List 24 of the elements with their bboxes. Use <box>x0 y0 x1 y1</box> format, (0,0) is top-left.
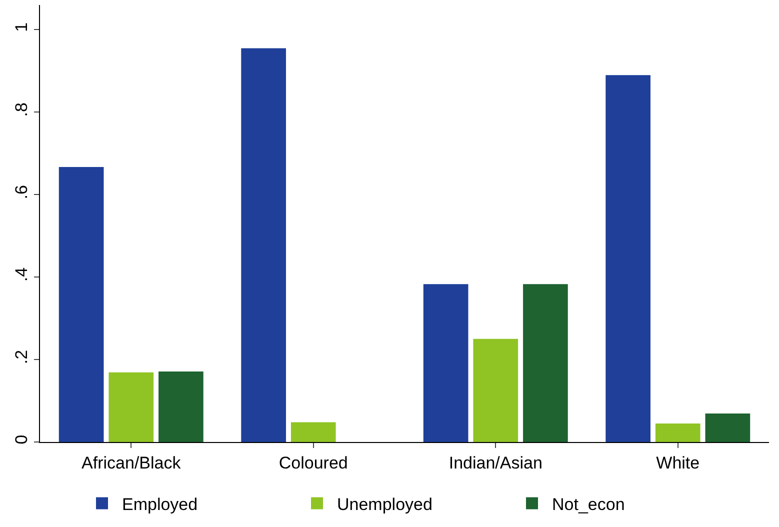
y-tick-label: .6 <box>12 184 32 200</box>
bar <box>423 284 468 442</box>
bar <box>655 423 700 442</box>
x-tick-label: Indian/Asian <box>448 453 542 472</box>
y-tick-label: .4 <box>12 267 32 282</box>
y-tick-label: 0 <box>12 434 32 444</box>
bar <box>705 414 750 442</box>
bar <box>606 75 650 442</box>
x-tick-label: White <box>656 453 700 472</box>
legend-label: Not_econ <box>552 494 625 514</box>
bar <box>108 372 154 442</box>
bar <box>290 422 336 442</box>
y-tick-label: .2 <box>12 350 32 364</box>
bar <box>473 338 518 442</box>
legend-label: Employed <box>122 494 198 514</box>
y-tick-label: .8 <box>12 102 32 117</box>
x-tick-label: Coloured <box>278 453 348 472</box>
bar <box>241 48 286 442</box>
y-tick-label: 1 <box>12 22 32 32</box>
bar <box>158 372 204 442</box>
legend-label: Unemployed <box>337 494 432 514</box>
bar <box>523 284 568 442</box>
bar <box>58 167 104 442</box>
x-tick-label: African/Black <box>82 453 182 472</box>
